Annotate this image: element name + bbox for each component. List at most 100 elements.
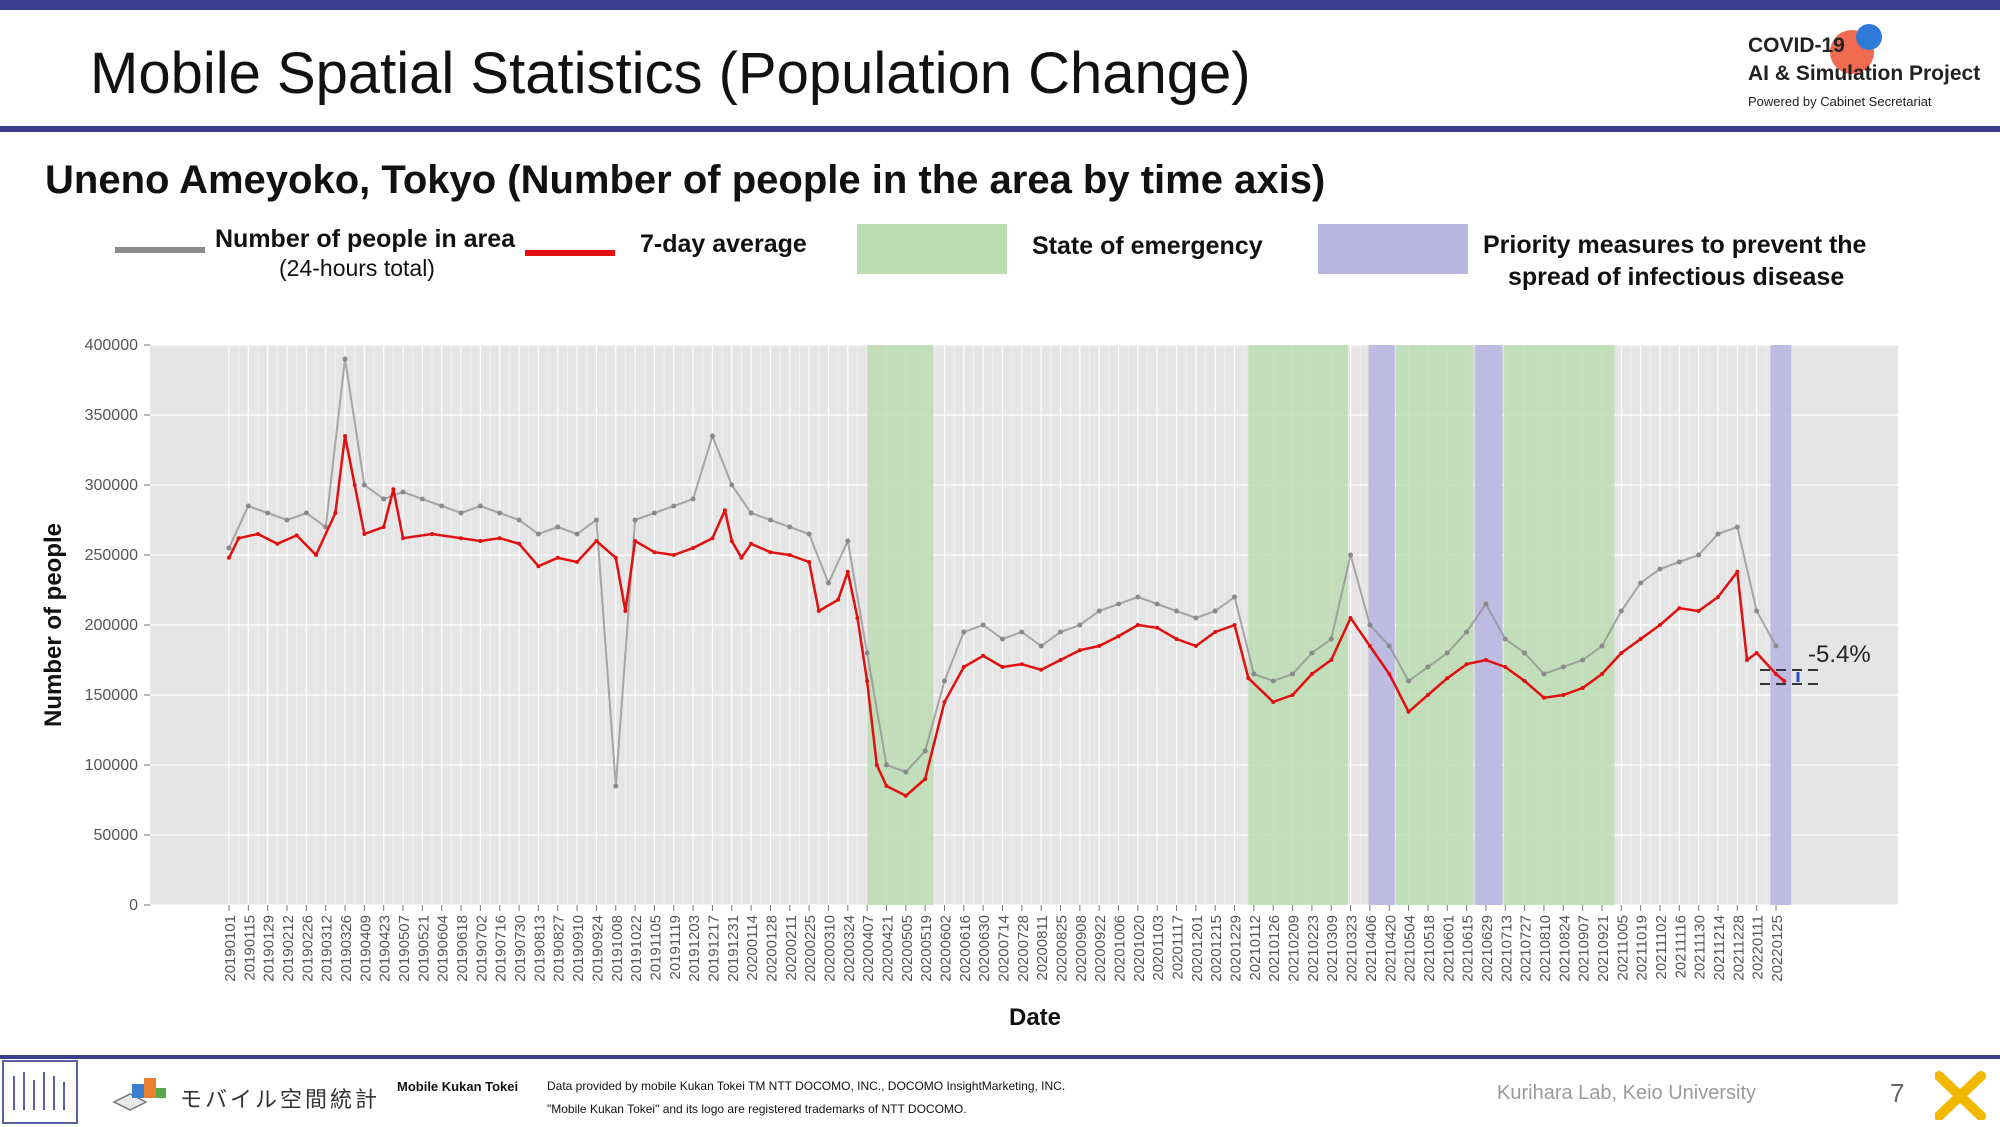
x-tick-label: 20201201 xyxy=(1189,915,1206,982)
average-point xyxy=(1058,658,1063,662)
average-point xyxy=(1387,672,1392,676)
daily-point xyxy=(1367,622,1373,628)
daily-point xyxy=(883,762,889,768)
daily-point xyxy=(458,510,464,516)
daily-point xyxy=(1773,643,1779,649)
x-tick-label: 20201229 xyxy=(1228,915,1245,982)
daily-point xyxy=(709,433,715,439)
logo-blue-dot xyxy=(1856,24,1882,50)
legend-priority-line-2: spread of infectious disease xyxy=(1508,263,1845,291)
x-tick-label: 20210713 xyxy=(1498,915,1515,982)
daily-point xyxy=(941,678,947,684)
average-point xyxy=(478,539,483,543)
x-tick-label: 20190702 xyxy=(473,915,490,982)
average-point xyxy=(923,777,928,781)
daily-point xyxy=(1754,608,1760,614)
daily-point xyxy=(245,503,251,509)
average-point xyxy=(1735,569,1740,574)
daily-point xyxy=(1502,636,1508,642)
x-tick-label: 20200825 xyxy=(1054,915,1071,982)
daily-point xyxy=(1019,629,1025,635)
daily-point xyxy=(284,517,290,523)
annotation-group: -5.4% xyxy=(1760,641,1871,685)
x-tick-label: 20191119 xyxy=(667,915,684,980)
average-point xyxy=(594,539,599,543)
daily-point xyxy=(1734,524,1740,530)
average-point xyxy=(981,653,986,658)
average-point xyxy=(874,763,879,767)
average-point xyxy=(1541,695,1546,700)
legend-daily-swatch xyxy=(115,247,205,253)
average-point xyxy=(1782,679,1787,683)
average-point xyxy=(749,541,754,546)
page-number: 7 xyxy=(1890,1078,1905,1108)
x-tick-label: 20201020 xyxy=(1131,915,1148,982)
x-tick-label: 20200225 xyxy=(802,915,819,982)
daily-point xyxy=(825,580,831,586)
daily-point xyxy=(477,503,483,509)
daily-point xyxy=(1464,629,1470,635)
legend-average: 7-day average xyxy=(525,230,845,270)
daily-point xyxy=(1483,601,1489,607)
x-tick-label: 20210420 xyxy=(1382,915,1399,982)
daily-point xyxy=(1676,559,1682,565)
x-tick-label: 20200114 xyxy=(744,915,761,981)
x-tick-label: 20190813 xyxy=(531,915,548,982)
x-tick-label: 20220125 xyxy=(1769,915,1786,982)
daily-point xyxy=(671,503,677,509)
y-tick-label: 400000 xyxy=(85,337,138,354)
average-point xyxy=(722,508,727,513)
average-point xyxy=(691,546,696,550)
daily-point xyxy=(439,503,445,509)
y-tick-label: 300000 xyxy=(85,477,138,494)
average-point xyxy=(1193,644,1198,648)
daily-point xyxy=(748,510,754,516)
x-tick-label: 20210309 xyxy=(1324,915,1341,982)
average-point xyxy=(1406,709,1411,714)
daily-point xyxy=(303,510,309,516)
daily-point xyxy=(1444,650,1450,656)
change-annotation: -5.4% xyxy=(1808,641,1871,668)
chart-subtitle: Uneno Ameyoko, Tokyo (Number of people i… xyxy=(45,158,1326,202)
average-point xyxy=(227,555,231,560)
daily-point xyxy=(323,524,329,530)
daily-point xyxy=(1270,678,1276,684)
daily-point xyxy=(613,783,619,789)
emergency-band xyxy=(867,345,934,905)
average-point xyxy=(459,536,464,541)
x-tick-label: 20200602 xyxy=(937,915,954,982)
daily-point xyxy=(1580,657,1586,663)
average-point xyxy=(430,532,435,536)
average-point xyxy=(710,536,715,541)
average-point xyxy=(1039,667,1044,672)
daily-point xyxy=(806,531,812,537)
x-tick-label: 20191217 xyxy=(705,915,722,982)
daily-point xyxy=(690,496,696,502)
average-point xyxy=(961,665,966,669)
average-point xyxy=(362,532,367,536)
priority-band xyxy=(1770,345,1792,905)
daily-series xyxy=(226,356,1779,789)
x-axis-label: Date xyxy=(1009,1004,1061,1031)
x-tick-label: 20190409 xyxy=(357,915,374,982)
daily-point xyxy=(651,510,657,516)
brand-line-2: AI & Simulation Project xyxy=(1748,62,1981,85)
x-tick-label: 20210824 xyxy=(1556,915,1573,982)
average-point xyxy=(1077,648,1082,653)
x-tick-label: 20191105 xyxy=(647,915,664,981)
daily-point xyxy=(1541,671,1547,677)
daily-point xyxy=(1251,671,1257,677)
population-chart: 0 50000 100000 150000 200000 250000 300000 3500… xyxy=(40,337,1898,1031)
average-point xyxy=(1367,644,1372,648)
average-point xyxy=(942,700,947,704)
daily-point xyxy=(1522,650,1528,656)
title-rule xyxy=(0,126,2000,132)
average-point xyxy=(1135,623,1140,627)
daily-point xyxy=(1715,531,1721,537)
average-point xyxy=(333,511,338,515)
average-point xyxy=(787,553,792,557)
daily-point xyxy=(555,524,561,530)
x-tick-label: 20211228 xyxy=(1730,915,1747,981)
x-tick-label: 20190129 xyxy=(261,915,278,982)
daily-point xyxy=(1116,601,1122,607)
